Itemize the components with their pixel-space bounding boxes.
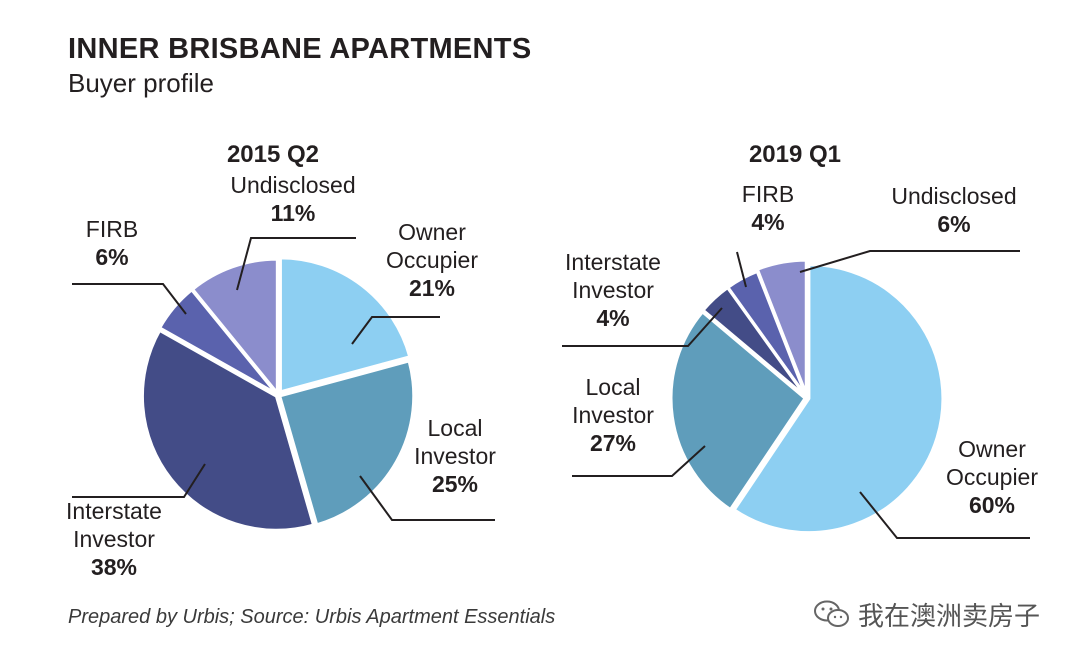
slice-label: Investor	[73, 526, 155, 552]
slice-value-label: 21%	[409, 275, 455, 301]
pie-slice	[732, 263, 945, 535]
slice-label: FIRB	[86, 216, 138, 242]
slice-value-label: 11%	[271, 200, 316, 226]
slice-label: Investor	[572, 402, 654, 428]
slice-value-label: 4%	[751, 209, 784, 235]
slice-value-label: 6%	[95, 244, 128, 270]
slice-label: Owner	[958, 436, 1026, 462]
leader-line	[359, 475, 495, 521]
slice-label: Investor	[572, 277, 654, 303]
slice-value-label: 6%	[937, 211, 970, 237]
watermark: 我在澳洲卖房子	[812, 596, 1052, 632]
slice-label: Interstate	[565, 249, 661, 275]
pie-slice	[278, 256, 412, 394]
leader-line	[562, 307, 723, 347]
page-title: INNER BRISBANE APARTMENTS	[68, 33, 532, 65]
leader-line	[72, 463, 206, 498]
slice-label: Undisclosed	[230, 172, 355, 198]
pie-slice	[191, 257, 279, 395]
slice-value-label: 38%	[91, 554, 137, 580]
leader-line	[736, 251, 747, 288]
leader-line	[799, 250, 1020, 273]
slice-value-label: 27%	[590, 430, 636, 456]
source-note: Prepared by Urbis; Source: Urbis Apartme…	[68, 606, 556, 628]
leader-line	[72, 283, 187, 315]
slice-value-label: 25%	[432, 471, 478, 497]
leader-line	[859, 491, 1030, 539]
slice-label: FIRB	[742, 181, 794, 207]
slice-label: Investor	[414, 443, 496, 469]
slice-label: Undisclosed	[891, 183, 1016, 209]
pie-chart-2: 2019 Q1OwnerOccupier60%LocalInvestor27%I…	[562, 141, 1038, 539]
wechat-logo-icon	[814, 600, 849, 627]
slice-label: Owner	[398, 219, 466, 245]
leader-line	[572, 445, 706, 477]
pie-slice	[755, 258, 808, 396]
pie-chart-1: 2015 Q2OwnerOccupier21%LocalInvestor25%I…	[66, 141, 496, 580]
slice-value-label: 4%	[596, 305, 629, 331]
slice-label: Occupier	[386, 247, 478, 273]
chart-title: 2019 Q1	[749, 141, 841, 168]
pie-slice	[140, 328, 315, 532]
chart-title: 2015 Q2	[227, 141, 319, 168]
watermark-text: 我在澳洲卖房子	[858, 601, 1041, 632]
slice-value-label: 60%	[969, 492, 1015, 518]
leader-line	[351, 316, 440, 345]
slice-label: Occupier	[946, 464, 1038, 490]
leader-line	[236, 237, 356, 291]
pie-slice	[278, 359, 416, 527]
pie-slice	[669, 310, 807, 512]
slice-label: Interstate	[66, 498, 162, 524]
slice-label: Local	[586, 374, 641, 400]
slice-label: Local	[428, 415, 483, 441]
page-subtitle: Buyer profile	[68, 68, 214, 98]
